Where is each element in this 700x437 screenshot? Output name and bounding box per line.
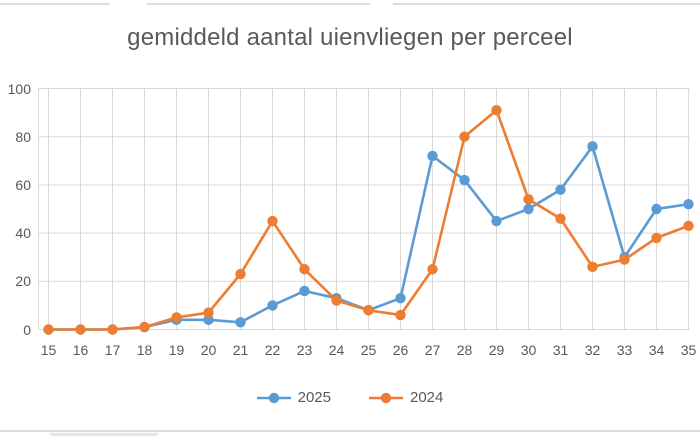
x-tick-label: 33 xyxy=(616,342,633,358)
x-tick-label: 32 xyxy=(584,342,601,358)
x-tick-label: 15 xyxy=(40,342,57,358)
x-tick-label: 35 xyxy=(680,342,697,358)
x-tick-label: 31 xyxy=(552,342,569,358)
data-point-2025-21 xyxy=(235,317,246,328)
data-point-2025-32 xyxy=(587,141,598,152)
x-tick-label: 23 xyxy=(296,342,313,358)
data-point-2025-20 xyxy=(203,314,214,326)
data-point-2024-15 xyxy=(43,324,54,335)
x-tick-label: 16 xyxy=(72,342,89,358)
x-tick-label: 17 xyxy=(104,342,121,358)
data-point-2024-27 xyxy=(427,264,438,275)
x-tick-label: 34 xyxy=(648,342,665,358)
data-point-2025-28 xyxy=(459,174,470,186)
x-tick-label: 28 xyxy=(456,342,473,358)
y-tick-label: 80 xyxy=(15,128,31,145)
data-point-2025-23 xyxy=(299,285,310,297)
legend: 2025 2024 xyxy=(0,389,700,406)
data-point-2025-27 xyxy=(427,150,438,162)
data-point-2024-33 xyxy=(619,254,630,265)
data-point-2025-34 xyxy=(651,203,662,215)
x-tick-label: 25 xyxy=(360,342,377,358)
legend-label-2024: 2024 xyxy=(410,389,444,406)
y-tick-label: 100 xyxy=(7,80,31,97)
x-tick-label: 24 xyxy=(328,342,345,358)
spreadsheet-gridline-top-segment xyxy=(0,3,110,5)
legend-marker-icon xyxy=(369,392,403,403)
y-tick-label: 60 xyxy=(15,176,31,193)
data-point-2024-24 xyxy=(331,295,342,306)
data-point-2024-23 xyxy=(299,264,310,275)
chart-title: gemiddeld aantal uienvliegen per perceel xyxy=(127,24,573,51)
data-point-2024-16 xyxy=(75,324,86,335)
data-point-2024-21 xyxy=(235,268,246,280)
data-point-2024-22 xyxy=(267,215,278,227)
data-point-2024-20 xyxy=(203,307,214,318)
data-point-2024-18 xyxy=(139,321,150,333)
legend-label-2025: 2025 xyxy=(297,389,331,406)
data-point-2024-29 xyxy=(491,104,502,116)
legend-item-2024: 2024 xyxy=(369,389,443,406)
data-point-2025-26 xyxy=(395,292,406,304)
x-tick-label: 29 xyxy=(488,342,505,358)
data-point-2024-32 xyxy=(587,261,598,273)
x-tick-label: 20 xyxy=(200,342,217,358)
data-point-2025-31 xyxy=(555,184,566,195)
data-point-2024-28 xyxy=(459,131,470,142)
data-point-2024-19 xyxy=(171,312,182,323)
x-tick-label: 27 xyxy=(424,342,441,358)
data-point-2024-34 xyxy=(651,232,662,244)
x-tick-label: 18 xyxy=(136,342,153,358)
x-tick-label: 22 xyxy=(264,342,281,358)
data-point-2025-22 xyxy=(267,300,278,311)
x-tick-label: 30 xyxy=(520,342,537,358)
data-point-2024-35 xyxy=(683,220,694,232)
data-point-2024-30 xyxy=(523,194,534,205)
spreadsheet-gridline-bottom xyxy=(0,430,700,432)
data-point-2025-30 xyxy=(523,203,534,215)
plot-svg xyxy=(38,88,694,335)
cropped-spreadsheet-text xyxy=(50,433,158,436)
x-tick-label: 19 xyxy=(168,342,185,358)
spreadsheet-gridline-top-segment xyxy=(393,3,700,5)
legend-item-2025: 2025 xyxy=(256,389,331,406)
x-tick-label: 21 xyxy=(232,342,249,358)
plot-area xyxy=(38,88,694,335)
data-point-2024-25 xyxy=(363,305,374,316)
y-tick-label: 40 xyxy=(15,225,31,242)
data-point-2025-29 xyxy=(491,215,502,227)
y-tick-label: 20 xyxy=(15,273,31,290)
spreadsheet-gridline-top-segment xyxy=(147,3,370,5)
y-tick-label: 0 xyxy=(23,321,31,338)
data-point-2024-26 xyxy=(395,309,406,321)
data-point-2024-31 xyxy=(555,213,566,224)
data-point-2024-17 xyxy=(107,324,118,335)
x-tick-label: 26 xyxy=(392,342,409,358)
legend-marker-icon xyxy=(256,392,291,403)
data-point-2025-35 xyxy=(683,198,694,210)
